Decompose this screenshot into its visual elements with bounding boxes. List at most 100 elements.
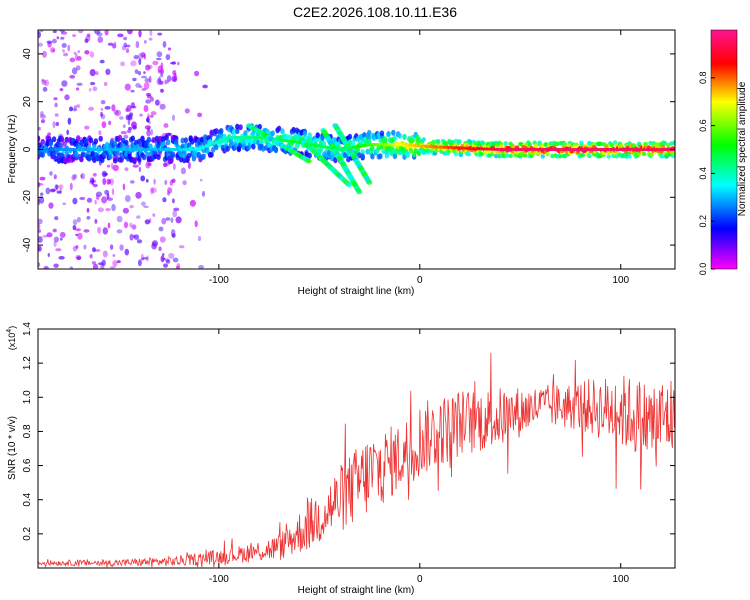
- spectrogram-noise-cell: [126, 129, 132, 134]
- spectrogram-noise-cell: [77, 30, 84, 34]
- spectrogram-noise-cell: [202, 84, 208, 89]
- spectrogram-noise-cell: [38, 42, 43, 47]
- spectrogram-noise-cell: [46, 40, 53, 44]
- spectrogram-ridge-cell: [497, 153, 502, 159]
- spectrogram-noise-cell: [88, 106, 94, 111]
- spectrogram-noise-cell: [53, 236, 60, 243]
- spectrogram-ridge-cell: [392, 153, 398, 160]
- spectrogram-noise-cell: [80, 173, 83, 179]
- spectrogram-noise-cell: [104, 82, 108, 86]
- spectrogram-ridge-cell: [158, 136, 163, 143]
- spectrogram-ridge-cell: [402, 133, 407, 140]
- spectrogram-noise-cell: [52, 49, 55, 52]
- spectrogram-ridge-cell: [587, 153, 592, 159]
- spectrogram-noise-cell: [139, 113, 143, 117]
- spectrogram-noise-cell: [165, 259, 171, 264]
- spectrogram-noise-cell: [76, 256, 82, 261]
- snr-ylabel: SNR (10 * v/v): [7, 416, 18, 480]
- spectrogram-ridge-cell: [169, 157, 174, 164]
- spectrogram-noise-cell: [163, 162, 167, 167]
- spectrogram-noise-cell: [144, 125, 151, 130]
- spectrogram-noise-cell: [167, 47, 172, 51]
- spectrogram-noise-cell: [106, 193, 110, 200]
- spectrogram-ridge-cell: [643, 141, 648, 147]
- spectrogram-noise-cell: [140, 175, 146, 182]
- spectrogram-ridge-cell: [609, 143, 615, 148]
- spectrogram-noise-cell: [89, 69, 96, 77]
- spectrogram-noise-cell: [38, 229, 41, 233]
- spectrogram-noise-cell: [145, 117, 150, 123]
- spectrogram-ridge-cell: [146, 136, 152, 143]
- spectrogram-ridge-cell: [79, 156, 84, 163]
- spectrogram-noise-cell: [69, 266, 73, 269]
- spectrogram-noise-cell: [91, 178, 95, 186]
- spectrogram-noise-cell: [69, 57, 76, 63]
- spectrogram-ridge-cell: [555, 141, 560, 147]
- spectrogram-noise-cell: [146, 129, 151, 137]
- spectrogram-noise-cell: [38, 262, 41, 267]
- spectrogram-ridge-cell: [508, 153, 513, 159]
- spectrogram-noise-cell: [64, 94, 70, 101]
- spectrogram-ridge-cell: [238, 124, 243, 131]
- spectrogram-noise-cell: [72, 225, 77, 231]
- spectrogram-noise-cell: [173, 73, 177, 80]
- spectrogram-noise-cell: [94, 30, 101, 35]
- spectrogram-ridge-cell: [362, 132, 367, 138]
- spectrogram-noise-cell: [61, 80, 68, 87]
- spectrogram-noise-cell: [129, 222, 133, 228]
- spectrogram-noise-cell: [112, 43, 117, 49]
- spectrogram-noise-cell: [38, 236, 43, 243]
- spectrogram-ridge-cell: [492, 150, 497, 155]
- colorbar-tick-label: 0.0: [698, 263, 708, 276]
- spectrogram-noise-cell: [77, 232, 83, 240]
- spectrogram-noise-cell: [162, 257, 166, 261]
- spectrogram-ridge-cell: [51, 136, 57, 143]
- spectrogram-noise-cell: [83, 244, 87, 250]
- spectrogram-noise-cell: [110, 244, 114, 250]
- spectrogram-panel: -100 0 100 -40 -20 0 20 40 Height of straight l…: [7, 29, 676, 297]
- spectrogram-ridge-cell: [183, 137, 189, 144]
- spectrogram-noise-cell: [38, 196, 45, 204]
- spectrogram-noise-cell: [182, 180, 187, 186]
- spectrogram-noise-cell: [54, 184, 58, 192]
- spectrogram-noise-cell: [86, 197, 93, 203]
- spectrogram-ridge-cell: [141, 154, 147, 161]
- spectrogram-noise-cell: [159, 236, 166, 243]
- spectrogram-noise-cell: [69, 106, 73, 112]
- spectrogram-ridge-cell: [76, 135, 81, 142]
- spectrogram-ridge-cell: [370, 153, 375, 160]
- spectrogram-ytick-label: 0: [22, 146, 33, 152]
- spectrogram-ridge-cell: [511, 144, 516, 149]
- spectrogram-noise-cell: [164, 179, 168, 185]
- spectrogram-noise-cell: [133, 234, 140, 240]
- spectrogram-ridge-cell: [259, 138, 264, 145]
- spectrogram-noise-cell: [100, 108, 104, 111]
- spectrogram-noise-cell: [91, 261, 97, 265]
- spectrogram-noise-cell: [84, 125, 90, 130]
- spectrogram-noise-cell: [170, 217, 174, 223]
- spectrogram-ridge-cell: [276, 125, 282, 132]
- spectrogram-ridge-cell: [563, 142, 568, 147]
- spectrogram-noise-cell: [123, 221, 129, 229]
- spectrogram-ylabel: Frequency (Hz): [7, 115, 18, 184]
- spectrogram-xtick-label: 100: [612, 275, 629, 286]
- spectrogram-noise-cell: [172, 257, 179, 263]
- spectrogram-noise-cell: [40, 114, 46, 119]
- spectrogram-noise-cell: [135, 83, 141, 88]
- spectrogram-noise-cell: [144, 219, 151, 225]
- spectrogram-ridge-cell: [235, 123, 240, 130]
- spectrogram-noise-cell: [170, 61, 176, 65]
- spectrogram-noise-cell: [157, 65, 163, 73]
- spectrogram-ridge-cell: [405, 152, 410, 159]
- spectrogram-noise-cell: [107, 222, 111, 229]
- spectrogram-noise-cell: [141, 88, 147, 91]
- spectrogram-noise-cell: [164, 79, 167, 85]
- colorbar-gradient: [710, 29, 738, 270]
- spectrogram-noise-cell: [156, 51, 163, 58]
- spectrogram-noise-cell: [172, 198, 175, 204]
- spectrogram-noise-cell: [52, 30, 57, 33]
- spectrogram-noise-cell: [54, 113, 59, 117]
- spectrogram-noise-cell: [109, 266, 116, 269]
- spectrogram-noise-cell: [135, 41, 140, 49]
- spectrogram-noise-cell: [86, 33, 91, 38]
